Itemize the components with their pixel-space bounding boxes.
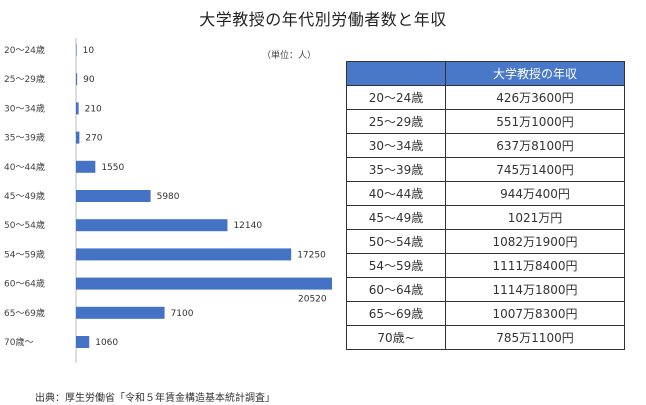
table-row: 40～44歳 944万400円 bbox=[346, 181, 625, 206]
table-cell-income: 637万8100円 bbox=[445, 133, 625, 158]
data-label: 270 bbox=[85, 134, 102, 144]
data-label: 7100 bbox=[171, 309, 194, 319]
bar bbox=[76, 336, 90, 348]
data-label: 90 bbox=[83, 75, 95, 85]
table-cell-income: 426万3600円 bbox=[445, 85, 625, 110]
table-cell-income: 1007万8300円 bbox=[445, 301, 625, 326]
table-cell-income: 1114万1800円 bbox=[445, 277, 625, 302]
bar bbox=[76, 277, 332, 290]
data-label: 1060 bbox=[95, 338, 118, 348]
table-row: 70歳~ 785万1100円 bbox=[346, 325, 625, 350]
table-cell-income: 1111万8400円 bbox=[445, 253, 625, 278]
category-label: 40～44歳 bbox=[4, 161, 45, 173]
table-cell-age: 30～34歳 bbox=[346, 133, 446, 158]
table-cell-age: 25～29歳 bbox=[346, 109, 446, 134]
table-cell-income: 551万1000円 bbox=[445, 109, 625, 134]
table-cell-age: 65～69歳 bbox=[346, 301, 446, 326]
table-cell-income: 745万1400円 bbox=[445, 157, 625, 182]
bar bbox=[76, 190, 151, 202]
bar bbox=[76, 73, 78, 86]
table-row: 25～29歳 551万1000円 bbox=[346, 109, 625, 134]
table-cell-age: 70歳~ bbox=[346, 325, 446, 350]
bar bbox=[76, 248, 292, 261]
table-row: 30～34歳 637万8100円 bbox=[346, 133, 625, 158]
data-label: 12140 bbox=[233, 221, 262, 231]
table-cell-age: 40～44歳 bbox=[346, 181, 446, 206]
table-cell-age: 20～24歳 bbox=[346, 85, 446, 110]
bar-chart: 20～24歳 10 25～29歳 90 30～34歳 210 35～39歳 270 40～44歳… bbox=[4, 38, 332, 363]
table-cell-income: 944万400円 bbox=[445, 181, 625, 206]
table-cell-age: 50～54歳 bbox=[346, 229, 446, 254]
category-label: 35～39歳 bbox=[4, 132, 45, 144]
data-label: 17250 bbox=[297, 250, 326, 260]
header-age bbox=[346, 61, 446, 86]
bar bbox=[76, 131, 80, 144]
table-cell-income: 1082万1900円 bbox=[445, 229, 625, 254]
data-label: 10 bbox=[83, 46, 95, 56]
table-row: 60～64歳 1114万1800円 bbox=[346, 277, 625, 302]
category-label: 54～59歳 bbox=[4, 248, 45, 260]
table-row: 45～49歳 1021万円 bbox=[346, 205, 625, 230]
income-table: 大学教授の年収 20～24歳 426万3600円 25～29歳 551万1000円 30… bbox=[346, 61, 625, 350]
table-row: 20～24歳 426万3600円 bbox=[346, 85, 625, 110]
income-table-header: 大学教授の年収 bbox=[346, 61, 625, 86]
data-label: 5980 bbox=[157, 192, 180, 202]
table-cell-income: 785万1100円 bbox=[445, 325, 625, 350]
page-title: 大学教授の年代別労働者数と年収 bbox=[199, 10, 447, 29]
table-row: 35～39歳 745万1400円 bbox=[346, 157, 625, 182]
category-label: 65～69歳 bbox=[4, 307, 45, 319]
category-label: 50～54歳 bbox=[4, 219, 45, 231]
bar bbox=[76, 44, 77, 56]
table-cell-age: 54～59歳 bbox=[346, 253, 446, 278]
bar bbox=[76, 160, 96, 173]
unit-label: （単位：人） bbox=[262, 51, 317, 61]
table-row: 54～59歳 1111万8400円 bbox=[346, 253, 625, 278]
category-label: 60～64歳 bbox=[4, 278, 45, 290]
table-cell-age: 35～39歳 bbox=[346, 157, 446, 182]
data-label: 20520 bbox=[298, 295, 327, 305]
data-label: 210 bbox=[85, 104, 102, 114]
data-label: 1550 bbox=[101, 163, 124, 173]
category-label: 20～24歳 bbox=[4, 44, 45, 56]
bar bbox=[76, 102, 79, 115]
table-row: 50～54歳 1082万1900円 bbox=[346, 229, 625, 254]
table-cell-age: 60～64歳 bbox=[346, 277, 446, 302]
table-cell-age: 45～49歳 bbox=[346, 205, 446, 230]
category-label: 70歳～ bbox=[4, 336, 33, 348]
category-label: 25～29歳 bbox=[4, 73, 45, 85]
table-cell-income: 1021万円 bbox=[445, 205, 625, 230]
source-note: 出典：厚生労働省「令和５年賃金構造基本統計調査」 bbox=[35, 393, 275, 404]
category-label: 45～49歳 bbox=[4, 190, 45, 202]
header-income: 大学教授の年収 bbox=[445, 61, 625, 86]
bar bbox=[76, 219, 228, 232]
table-row: 65～69歳 1007万8300円 bbox=[346, 301, 625, 326]
category-label: 30～34歳 bbox=[4, 102, 45, 114]
bar bbox=[76, 306, 165, 319]
